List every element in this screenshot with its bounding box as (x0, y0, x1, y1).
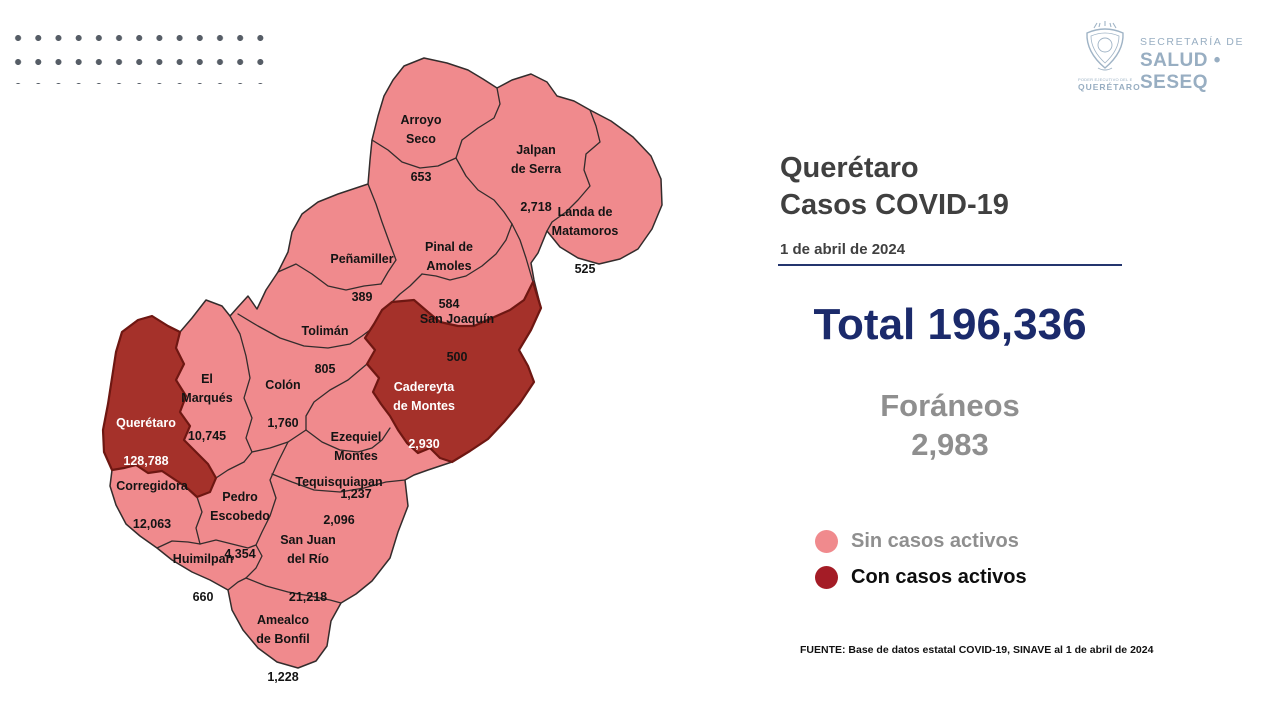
region-name: San Joaquín (419, 312, 495, 326)
foraneos-cases: Foráneos 2,983 (880, 388, 1020, 462)
logo-line2: SALUD • SESEQ (1140, 50, 1221, 93)
queretaro-crest-icon (1086, 21, 1124, 71)
region-label-queretaro: Querétaro 128,788 (116, 395, 176, 490)
crest-subtext: PODER EJECUTIVO DEL ESTADO DE QUERÉTARO (1078, 77, 1132, 82)
municipal-borders (156, 87, 601, 604)
region-label-amealco-de-bonfil: Amealco de Bonfil 1,228 (256, 592, 309, 706)
region-value: 2,930 (408, 437, 440, 451)
region-name: Colón (265, 378, 301, 392)
region-label-jalpan-de-serra: Jalpan de Serra 2,718 (511, 122, 561, 236)
seseq-logo: PODER EJECUTIVO DEL ESTADO DE QUERÉTARO … (1074, 18, 1260, 94)
region-value: 12,063 (132, 517, 172, 531)
region-name: Pinal de Amoles (425, 240, 473, 273)
region-value: 10,745 (187, 429, 227, 443)
region-label-cadereyta-de-montes: Cadereyta de Montes 2,930 (393, 359, 455, 473)
legend-item-sin-casos: Sin casos activos (815, 526, 1027, 556)
logo-text: SECRETARÍA DE SALUD • SESEQ (1140, 36, 1260, 94)
region-label-ezequiel-montes: Ezequiel Montes 1,237 (331, 409, 382, 523)
region-shape-cadereyta-de-montes (363, 280, 543, 464)
region-label-landa-de-matamoros: Landa de Matamoros 525 (552, 184, 619, 298)
legend-item-con-casos: Con casos activos (815, 562, 1027, 592)
region-name: Huimilpan (172, 552, 234, 566)
region-value: 653 (410, 170, 432, 184)
region-value: 584 (438, 297, 460, 311)
region-name: Tolimán (301, 324, 349, 338)
region-label-pedro-escobedo: Pedro Escobedo 4,354 (210, 469, 270, 583)
region-name: Jalpan de Serra (510, 143, 562, 176)
region-value: 2,096 (323, 513, 355, 527)
region-value: 1,237 (340, 487, 372, 501)
region-name: Cadereyta de Montes (393, 380, 455, 413)
region-name: San Juan del Río (280, 533, 336, 566)
region-label-pinal-de-amoles: Pinal de Amoles 584 (425, 219, 473, 333)
region-value: 1,228 (267, 670, 299, 684)
region-name: El Marqués (181, 372, 233, 405)
report-date: 1 de abril de 2024 (780, 241, 906, 258)
region-value: 500 (446, 350, 468, 364)
region-name: Querétaro (116, 416, 176, 430)
region-name: Arroyo Seco (400, 113, 442, 146)
region-value: 525 (574, 262, 596, 276)
region-label-corregidora: Corregidora 12,063 (116, 458, 188, 553)
queretaro-map: Arroyo Seco 653 Jalpan de Serra 2,718 La… (101, 57, 663, 706)
logo-line1: SECRETARÍA DE (1140, 36, 1245, 48)
region-value: 660 (192, 590, 214, 604)
region-value: 1,760 (267, 416, 299, 430)
queretaro-crest: PODER EJECUTIVO DEL ESTADO DE QUERÉTARO … (1078, 20, 1141, 92)
region-label-penamiller: Peñamiller 389 (330, 231, 393, 326)
total-cases: Total 196,336 (813, 300, 1087, 349)
legend-swatch-con-casos-icon (815, 565, 838, 589)
legend-swatch-sin-casos-icon (815, 529, 838, 553)
legend: Sin casos activos Con casos activos (815, 526, 1027, 598)
title-divider (778, 264, 1122, 266)
crest-caption: QUERÉTARO (1078, 82, 1141, 92)
region-name: Landa de Matamoros (551, 205, 619, 238)
region-label-colon: Colón 1,760 (265, 357, 300, 452)
region-label-san-joaquin: San Joaquín 500 (420, 291, 494, 386)
region-label-huimilpan: Huimilpan 660 (173, 531, 233, 626)
dot-grid-decoration (6, 24, 268, 84)
legend-label-con-casos: Con casos activos (851, 565, 1027, 588)
source-note: FUENTE: Base de datos estatal COVID-19, … (800, 644, 1154, 656)
region-value: 805 (314, 362, 336, 376)
region-value: 2,718 (520, 200, 552, 214)
page-title: Querétaro Casos COVID-19 (780, 152, 1009, 221)
region-label-el-marques: El Marqués 10,745 (181, 351, 232, 465)
region-label-san-juan-del-rio: San Juan del Río 21,218 (280, 512, 336, 626)
region-shape-queretaro (101, 314, 218, 499)
map-canvas (101, 57, 663, 669)
region-value: 4,354 (224, 547, 256, 561)
region-label-arroyo-seco: Arroyo Seco 653 (401, 92, 442, 206)
region-name: Corregidora (116, 479, 188, 493)
region-label-tequisquiapan: Tequisquiapan 2,096 (295, 454, 382, 549)
region-value: 128,788 (123, 454, 169, 468)
region-name: Pedro Escobedo (210, 490, 270, 523)
region-name: Peñamiller (330, 252, 394, 266)
region-value: 389 (351, 290, 373, 304)
region-name: Tequisquiapan (295, 475, 383, 489)
legend-label-sin-casos: Sin casos activos (851, 529, 1019, 552)
region-name: Amealco de Bonfil (256, 613, 310, 646)
region-label-toliman: Tolimán 805 (302, 303, 349, 398)
region-value: 21,218 (288, 590, 328, 604)
region-name: Ezequiel Montes (330, 430, 382, 463)
